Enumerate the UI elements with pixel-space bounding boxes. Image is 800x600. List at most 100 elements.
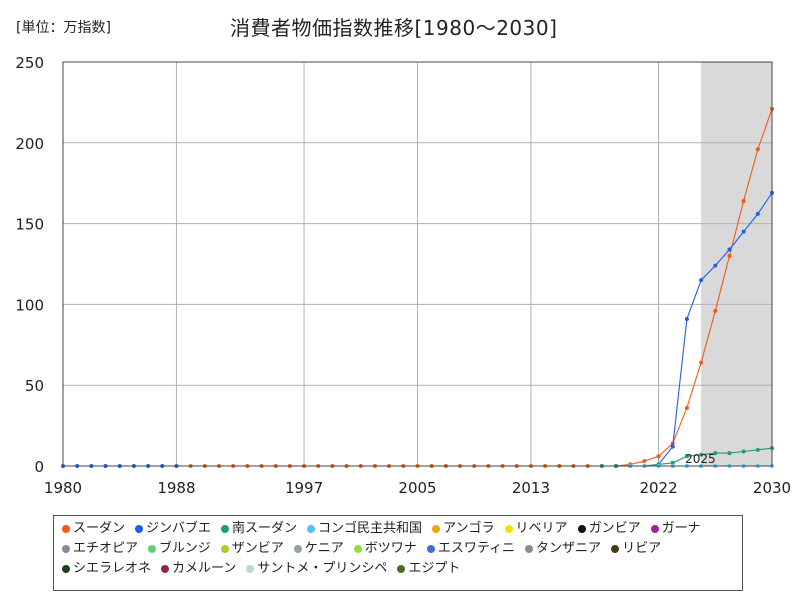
y-tick-label: 250 xyxy=(15,54,44,72)
legend-marker-icon xyxy=(504,525,513,533)
data-point xyxy=(684,316,689,321)
forecast-region xyxy=(701,62,772,466)
legend-label: 南スーダン xyxy=(232,521,298,536)
legend-label: ザンビア xyxy=(231,541,284,556)
legend-item: リビア xyxy=(611,539,661,559)
legend-label: ボツワナ xyxy=(364,541,417,556)
chart-plot: 0 50 100 150 200 250 1980 1988 1997 2005 2013 2022 2… xyxy=(15,54,791,497)
x-tick-label: 1980 xyxy=(44,479,82,497)
legend-marker-icon xyxy=(293,545,302,553)
x-tick-label: 1988 xyxy=(157,479,195,497)
legend-marker-icon xyxy=(426,545,435,553)
legend-marker-icon xyxy=(525,545,534,553)
data-point xyxy=(755,147,760,152)
data-point xyxy=(727,247,732,252)
legend-label: コンゴ民主共和国 xyxy=(318,521,423,536)
data-point xyxy=(699,452,704,457)
legend-item: エジプト xyxy=(397,559,460,579)
annotations: 2025 xyxy=(685,452,716,466)
legend-item: ボツワナ xyxy=(353,539,417,559)
plot-frame xyxy=(62,61,773,467)
legend-label: ガーナ xyxy=(661,521,701,536)
legend-label: ブルンジ xyxy=(159,541,211,556)
legend-marker-icon xyxy=(432,525,441,533)
legend-label: タンザニア xyxy=(536,541,602,556)
x-tick-label: 2005 xyxy=(398,479,436,497)
data-point xyxy=(741,449,746,454)
data-point xyxy=(741,229,746,234)
legend-item: コンゴ民主共和国 xyxy=(307,519,422,539)
unit-label: [単位：万指数] xyxy=(16,20,111,36)
legend-label: ケニア xyxy=(304,541,344,556)
legend-marker-icon xyxy=(611,545,620,553)
legend-marker-icon xyxy=(148,545,157,553)
data-point xyxy=(656,454,661,459)
data-point xyxy=(755,211,760,216)
legend-item: ガーナ xyxy=(650,519,701,539)
y-tick-label: 100 xyxy=(15,296,44,314)
data-point xyxy=(642,459,647,464)
legend-label: ジンバブエ xyxy=(146,521,212,536)
legend-label: エチオピア xyxy=(73,541,139,556)
legend-item: 南スーダン xyxy=(221,519,297,539)
legend-item: タンザニア xyxy=(525,539,601,559)
forecast-start-label: 2025 xyxy=(685,452,716,466)
data-point xyxy=(713,263,718,268)
legend-item: サントメ・プリンシペ xyxy=(246,559,387,579)
data-point xyxy=(699,278,704,283)
x-tick-label: 1997 xyxy=(285,479,323,497)
legend-item: ケニア xyxy=(293,539,344,559)
legend-label: シエラレオネ xyxy=(73,561,152,576)
legend-marker-icon xyxy=(135,525,144,533)
legend-label: リベリア xyxy=(515,521,568,536)
legend-item: ジンバブエ xyxy=(135,519,211,539)
data-point xyxy=(741,198,746,203)
grid-lines xyxy=(62,61,773,467)
legend-item: エスワティニ xyxy=(426,539,516,559)
legend-item: ザンビア xyxy=(220,539,284,559)
y-tick-label: 50 xyxy=(25,377,44,395)
x-tick-label: 2013 xyxy=(512,479,550,497)
legend-item: リベリア xyxy=(504,519,568,539)
legend-marker-icon xyxy=(353,545,362,553)
data-point xyxy=(670,460,675,465)
data-point xyxy=(670,444,675,449)
legend-item: スーダン xyxy=(62,519,125,539)
legend-item: ガンビア xyxy=(577,519,641,539)
legend-marker-icon xyxy=(220,545,229,553)
x-tick-label: 2030 xyxy=(753,479,791,497)
legend-marker-icon xyxy=(161,565,170,573)
legend-marker-icon xyxy=(307,525,316,533)
legend-label: エスワティニ xyxy=(437,541,516,556)
data-point xyxy=(755,447,760,452)
legend-label: エジプト xyxy=(408,561,461,576)
legend-marker-icon xyxy=(397,565,406,573)
legend-label: カメルーン xyxy=(172,561,237,576)
data-point xyxy=(727,451,732,456)
legend-marker-icon xyxy=(221,525,230,533)
data-point xyxy=(727,253,732,258)
legend-label: リビア xyxy=(622,541,662,556)
y-tick-label: 200 xyxy=(15,135,44,153)
legend-marker-icon xyxy=(246,565,255,573)
legend-item: アンゴラ xyxy=(432,519,495,539)
forecast-shading xyxy=(701,62,772,466)
legend-item: ブルンジ xyxy=(148,539,211,559)
legend-label: スーダン xyxy=(73,521,126,536)
legend-label: サントメ・プリンシペ xyxy=(257,561,388,576)
legend-marker-icon xyxy=(577,525,586,533)
chart-title: 消費者物価指数推移[1980～2030] xyxy=(230,16,558,40)
legend-label: アンゴラ xyxy=(443,521,495,536)
data-point xyxy=(713,451,718,456)
legend-item: エチオピア xyxy=(62,539,138,559)
data-point xyxy=(684,405,689,410)
data-point xyxy=(713,308,718,313)
x-tick-label: 2022 xyxy=(639,479,677,497)
y-tick-label: 150 xyxy=(15,216,44,234)
legend: スーダン ジンバブエ 南スーダン コンゴ民主共和国 アンゴラ リベリア ガンビア ガーナエチオ… xyxy=(53,515,743,591)
data-point xyxy=(684,454,689,459)
axis-labels: 0 50 100 150 200 250 1980 1988 1997 2005 2013 2022 2… xyxy=(15,54,791,497)
data-point xyxy=(699,360,704,365)
legend-item: カメルーン xyxy=(161,559,236,579)
legend-label: ガンビア xyxy=(588,521,641,536)
